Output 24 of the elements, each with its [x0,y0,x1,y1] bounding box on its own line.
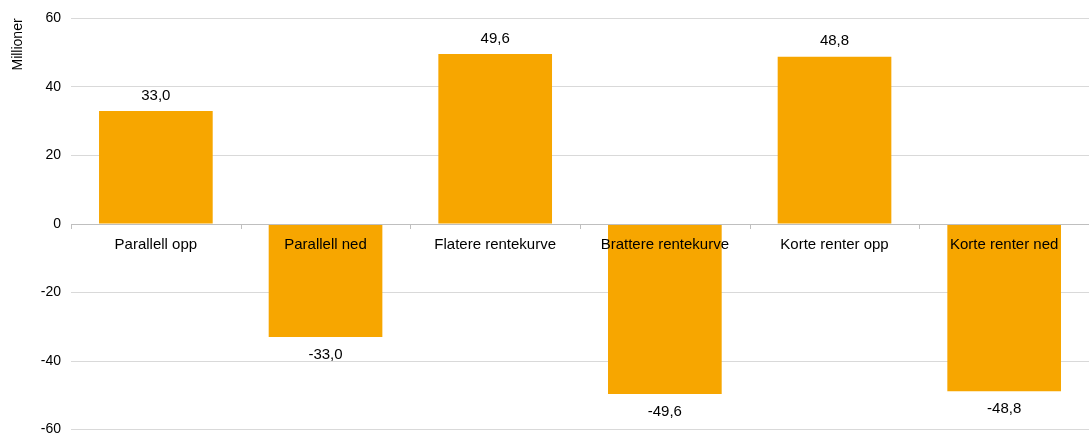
data-label: 33,0 [141,85,171,103]
data-label: 48,8 [819,31,850,49]
y-axis-title: Millioner [9,18,26,71]
y-tick-label: 20 [45,146,62,163]
data-label: -33,0 [308,344,343,362]
data-label: -48,8 [987,398,1022,416]
bar [777,56,892,224]
bar [268,224,383,338]
x-tick-label: Parallell ned [284,234,367,252]
x-tick-label: Korte renter opp [780,234,889,252]
data-label: 49,6 [480,28,510,46]
y-tick-label: -60 [40,420,62,437]
x-tick-label: Korte renter ned [949,234,1059,252]
bar [438,54,553,224]
bar [947,224,1062,392]
y-tick-label: 0 [53,214,62,231]
y-tick-label: 60 [45,9,62,26]
x-tick-label: Parallell opp [114,234,198,252]
y-tick-label: -20 [40,283,62,300]
bar [99,110,213,224]
x-tick-label: Flatere rentekurve [434,234,557,252]
y-tick-label: 40 [45,77,62,94]
y-tick-label: -40 [40,351,62,368]
data-label: -49,6 [647,401,682,419]
